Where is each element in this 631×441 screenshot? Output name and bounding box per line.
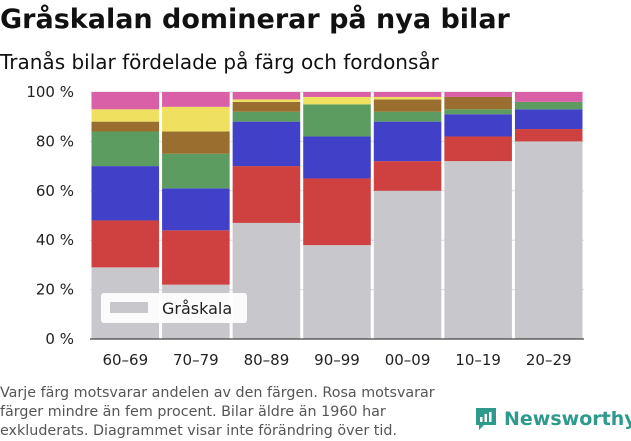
bar-segment xyxy=(232,92,301,100)
bar-segment xyxy=(303,136,371,179)
bar-segment xyxy=(373,121,442,162)
bar-segment xyxy=(373,161,442,191)
bar-segment xyxy=(373,190,442,339)
bar-segment xyxy=(373,92,442,97)
bar-segment xyxy=(162,92,230,107)
bar-segment xyxy=(232,111,301,122)
bar-segment xyxy=(373,99,442,112)
y-tick-label: 60 % xyxy=(36,182,74,200)
bar-segment xyxy=(303,92,371,97)
bar-segment xyxy=(162,131,230,154)
bar-segment xyxy=(444,109,512,115)
bar-segment xyxy=(162,153,230,189)
bar-segment xyxy=(91,131,160,167)
bar-segment xyxy=(91,220,160,268)
legend-box xyxy=(101,293,247,323)
bar-segment xyxy=(303,178,371,246)
y-tick-label: 20 % xyxy=(36,281,74,299)
bar-segment xyxy=(232,166,301,223)
bar-segment xyxy=(232,101,301,112)
bar-segment xyxy=(514,92,583,102)
bar-segment xyxy=(444,114,512,137)
bar-segment xyxy=(162,106,230,132)
y-tick-label: 40 % xyxy=(36,231,74,249)
newsworthy-brand[interactable]: Newsworthy xyxy=(474,406,631,432)
bar-segment xyxy=(514,141,583,339)
bar-segment xyxy=(444,161,512,339)
legend: Gråskala xyxy=(101,293,247,323)
bar-segment xyxy=(91,166,160,221)
newsworthy-logo-icon xyxy=(476,408,496,430)
bar-segment xyxy=(373,96,442,100)
x-tick-label: 00–09 xyxy=(385,351,431,369)
x-tick-label: 90–99 xyxy=(314,351,360,369)
bar-segment xyxy=(162,230,230,285)
brand-name: Newsworthy xyxy=(504,408,631,430)
bar-segment xyxy=(444,96,512,110)
legend-label: Gråskala xyxy=(162,299,232,318)
bar-segment xyxy=(232,121,301,167)
bar-segment xyxy=(514,101,583,110)
bar-segment xyxy=(91,109,160,122)
bar-segment xyxy=(373,111,442,122)
y-tick-label: 80 % xyxy=(36,132,74,150)
bar-segment xyxy=(162,188,230,231)
bar-segment xyxy=(514,129,583,142)
x-tick-label: 60–69 xyxy=(102,351,148,369)
chart-title: Gråskalan dominerar på nya bilar xyxy=(0,4,510,35)
bar-segment xyxy=(303,96,371,105)
bar-segment xyxy=(444,92,512,97)
y-tick-labels: 0 % 20 % 40 % 60 % 80 % 100 % xyxy=(26,83,74,348)
x-tick-label: 80–89 xyxy=(244,351,290,369)
bar-segment xyxy=(232,99,301,102)
bar-segment xyxy=(91,121,160,132)
x-tick-label: 10–19 xyxy=(455,351,501,369)
bar-segment xyxy=(514,109,583,130)
x-tick-label: 70–79 xyxy=(173,351,219,369)
legend-swatch xyxy=(110,302,148,313)
chart-subtitle: Tranås bilar fördelade på färg och fordo… xyxy=(0,50,439,74)
bar-segment xyxy=(444,136,512,162)
x-tick-label: 20–29 xyxy=(526,351,572,369)
x-tick-labels: 60–69 70–79 80–89 90–99 00–09 10–19 20–29 xyxy=(102,351,571,369)
footnote: Varje färg motsvarar andelen av den färg… xyxy=(0,385,435,439)
bar-segment xyxy=(303,245,371,339)
y-tick-label: 0 % xyxy=(45,330,74,348)
y-tick-label: 100 % xyxy=(26,83,74,101)
bar-segment xyxy=(303,104,371,137)
bar-segment xyxy=(91,92,160,110)
